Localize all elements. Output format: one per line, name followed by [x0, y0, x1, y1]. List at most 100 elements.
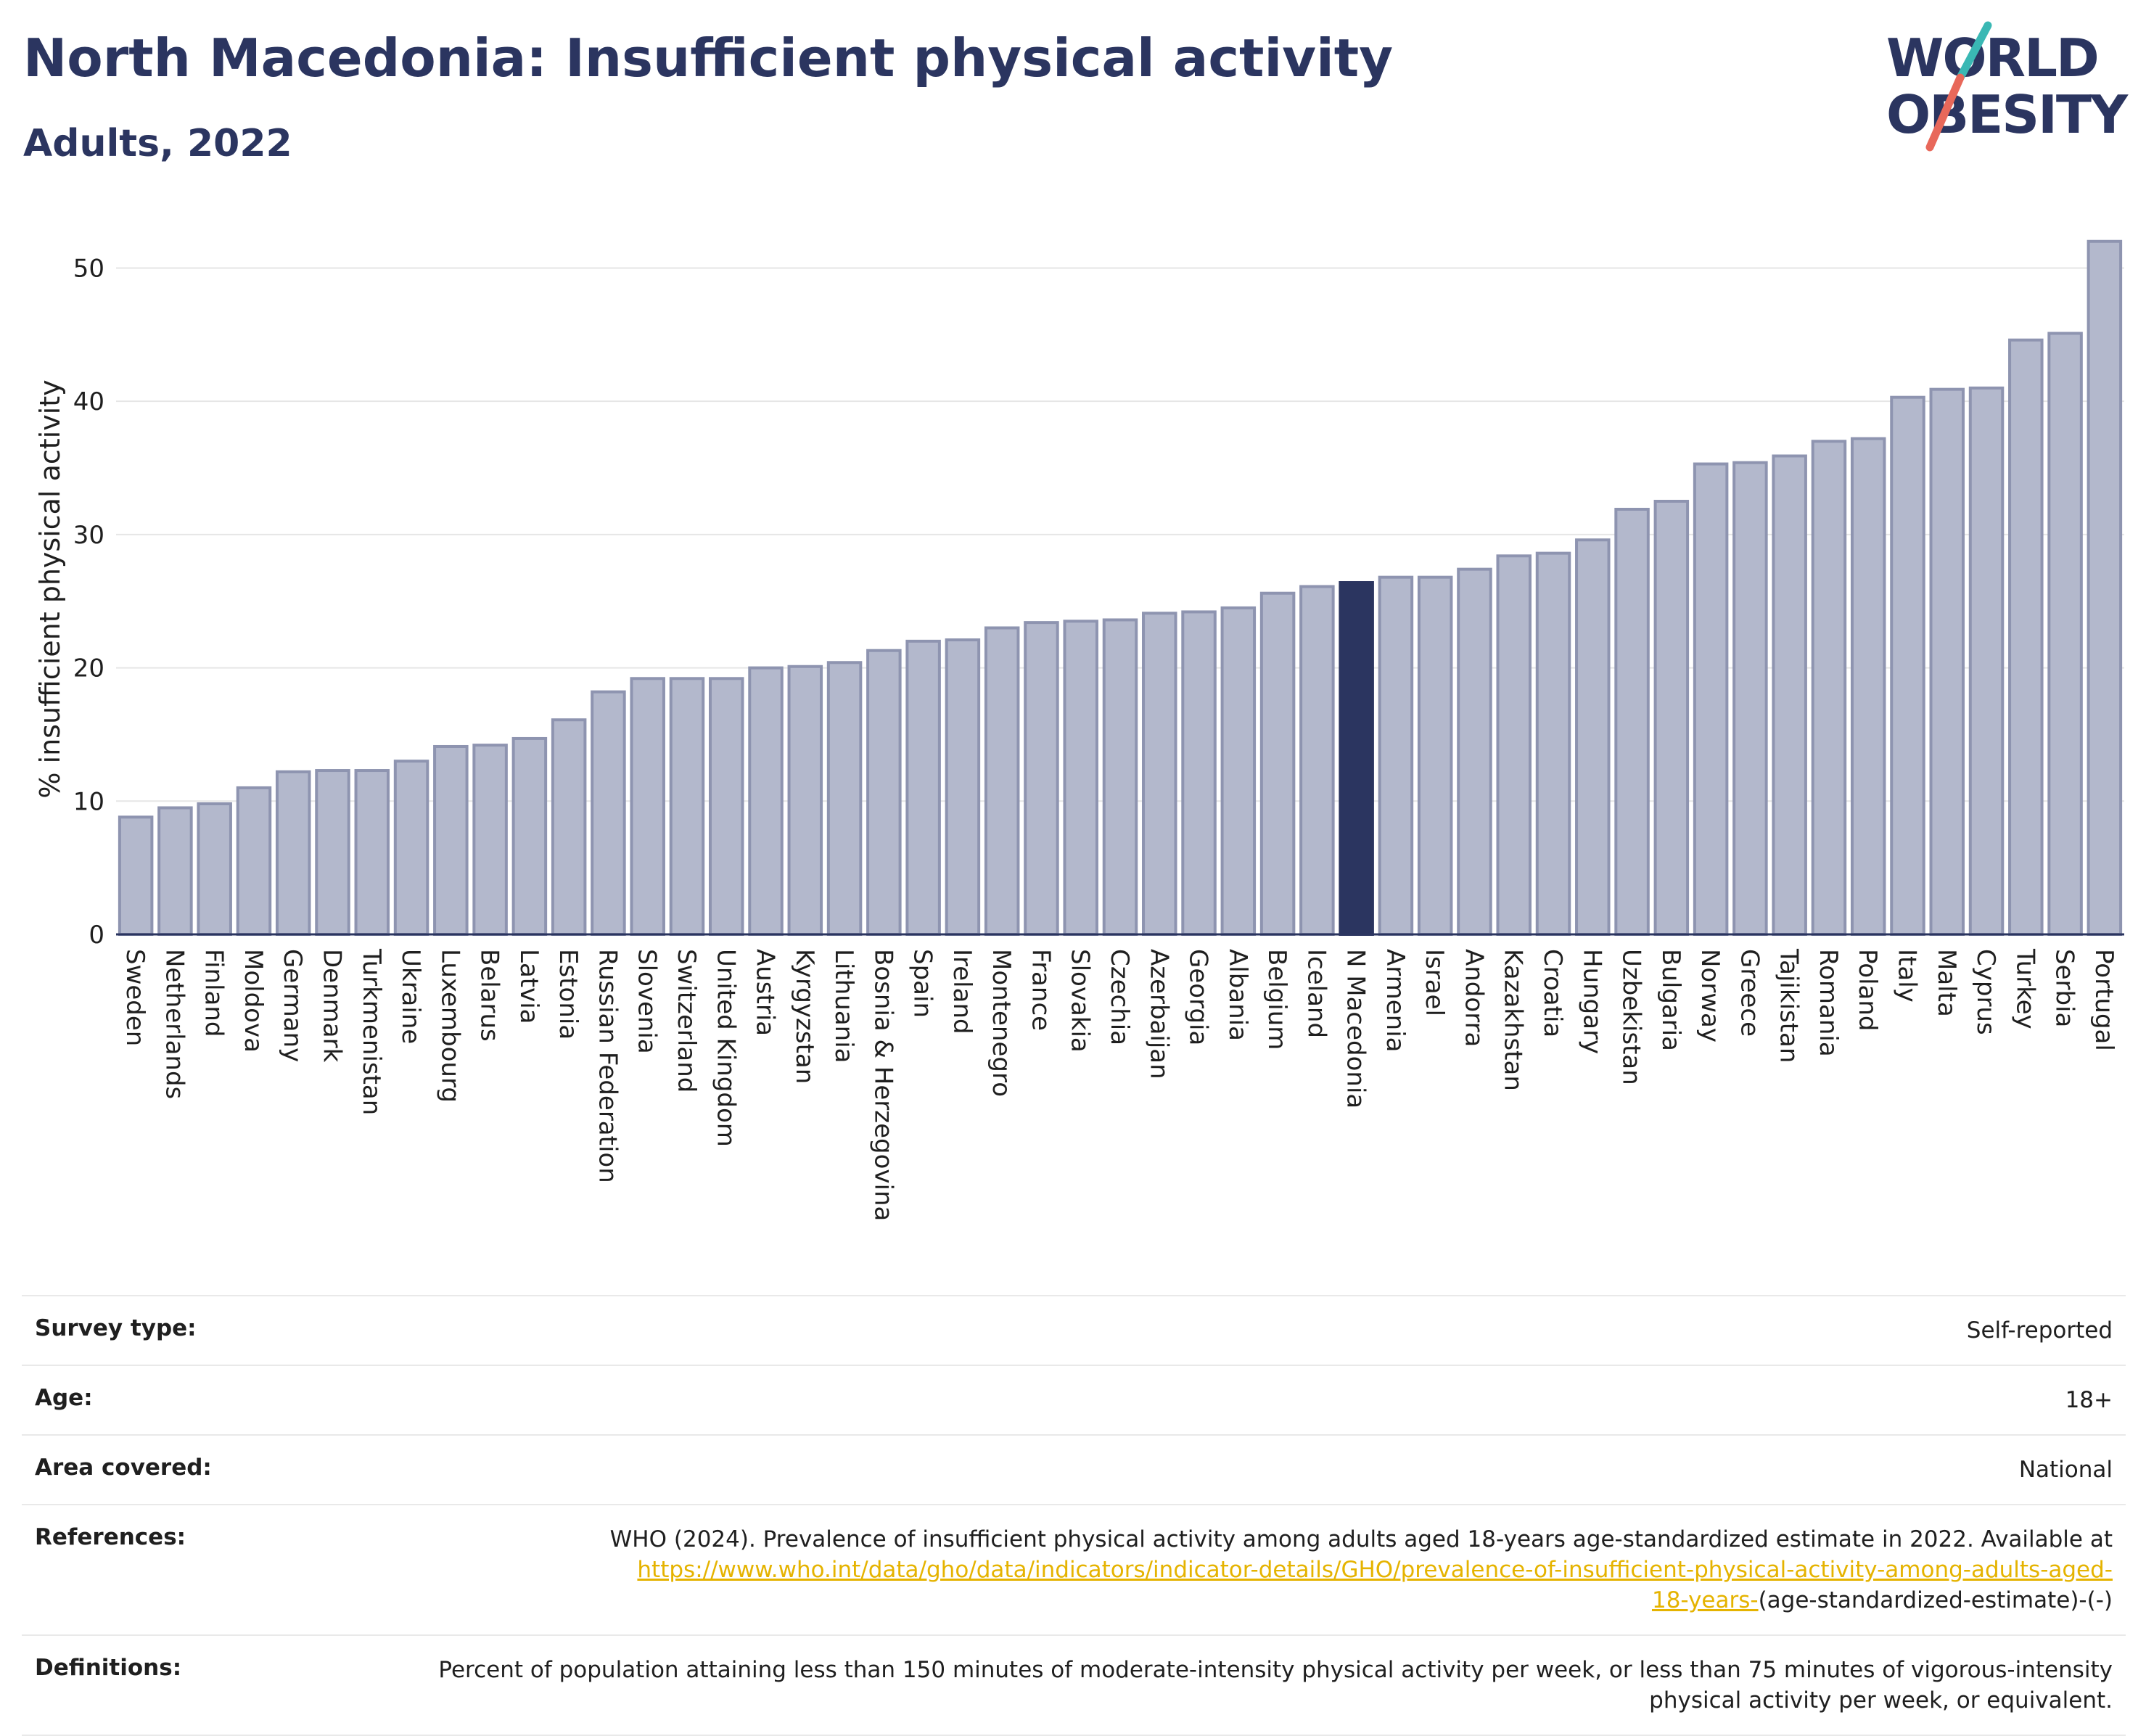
x-tick-label: Malta — [1932, 949, 1961, 1017]
x-tick-label: Ukraine — [396, 949, 425, 1044]
x-tick-label: Greece — [1735, 949, 1764, 1037]
y-axis: 0 10 20 30 40 50 — [73, 254, 104, 950]
bar — [1024, 621, 1059, 937]
world-obesity-logo: WORLD OBESITY — [1886, 21, 2130, 152]
bar — [669, 677, 705, 936]
bar — [1181, 610, 1217, 936]
x-tick-label: Slovenia — [633, 949, 662, 1054]
bar — [1575, 538, 1611, 936]
x-tick-label: Uzbekistan — [1617, 949, 1646, 1085]
bar — [1653, 499, 1690, 936]
bar — [905, 639, 941, 937]
x-tick-label: Georgia — [1184, 949, 1213, 1045]
y-tick-label: 40 — [73, 387, 104, 416]
y-tick-label: 30 — [73, 521, 104, 550]
x-tick-label: Romania — [1814, 949, 1843, 1057]
x-tick-label: Portugal — [2089, 949, 2118, 1051]
references-link-line-1[interactable]: https://www.who.int/data/gho/data/indica… — [637, 1557, 2113, 1583]
bar — [1811, 440, 1847, 936]
bar — [1063, 620, 1098, 937]
bar — [1614, 507, 1650, 937]
age-label: Age: — [35, 1385, 93, 1411]
chart-title: North Macedonia: Insufficient physical a… — [23, 28, 1394, 89]
bar — [1378, 575, 1414, 936]
references-row: References: WHO (2024). Prevalence of in… — [22, 1505, 2126, 1635]
x-tick-label: Poland — [1853, 949, 1882, 1032]
x-tick-label: Italy — [1892, 949, 1921, 1003]
bar — [787, 665, 823, 936]
x-tick-label: Belarus — [475, 949, 504, 1042]
references-label: References: — [35, 1524, 186, 1550]
bar — [945, 638, 981, 937]
y-tick-label: 0 — [89, 921, 104, 950]
y-tick-label: 50 — [73, 254, 104, 283]
chart-subtitle: Adults, 2022 — [23, 122, 292, 165]
bar — [1732, 461, 1768, 936]
logo-slash-bottom — [1925, 73, 1965, 152]
bar — [1220, 606, 1257, 936]
x-tick-label: Croatia — [1538, 949, 1567, 1037]
bar — [1929, 387, 1965, 936]
bar — [984, 626, 1020, 937]
x-tick-label: Spain — [908, 949, 937, 1018]
survey-type-value: Self-reported — [1966, 1317, 2113, 1344]
bar — [1968, 386, 2005, 936]
bar — [511, 736, 548, 936]
x-tick-label: Bulgaria — [1656, 949, 1685, 1051]
x-tick-label: Andorra — [1459, 949, 1488, 1047]
references-link-line-2[interactable]: 18-years- — [1651, 1587, 1759, 1613]
bar — [433, 744, 469, 936]
x-tick-label: Luxembourg — [435, 949, 464, 1103]
bar — [1299, 585, 1335, 936]
bar — [472, 744, 508, 936]
bar — [709, 677, 744, 936]
x-tick-label: France — [1026, 949, 1055, 1031]
x-tick-label: Switzerland — [672, 949, 701, 1093]
x-tick-label: Hungary — [1577, 949, 1606, 1054]
x-tick-label: Netherlands — [160, 949, 189, 1099]
bar — [1417, 575, 1453, 936]
x-tick-label: Albania — [1223, 949, 1252, 1041]
x-tick-label: Azerbaijan — [1144, 949, 1173, 1079]
bar-highlight — [1339, 581, 1374, 936]
bar — [1496, 554, 1532, 936]
logo-line-2: OBESITY — [1886, 84, 2129, 145]
bar — [1457, 567, 1492, 936]
x-tick-label: Ireland — [947, 949, 977, 1034]
bar — [1535, 551, 1571, 936]
area-row: Area covered: National — [22, 1435, 2126, 1505]
x-tick-label: Estonia — [554, 949, 583, 1040]
bar — [551, 718, 587, 937]
references-text: WHO (2024). Prevalence of insufficient p… — [609, 1526, 2113, 1552]
x-tick-label: Montenegro — [987, 949, 1016, 1097]
x-tick-label: Tajikistan — [1775, 948, 1804, 1063]
x-tick-label: Czechia — [1105, 949, 1134, 1045]
bar — [393, 760, 429, 936]
bar — [197, 802, 232, 937]
x-tick-label: Serbia — [2050, 949, 2079, 1027]
bar — [1850, 437, 1886, 937]
bar — [2087, 239, 2123, 937]
bar — [354, 769, 390, 936]
bar — [275, 770, 311, 936]
bar — [748, 666, 784, 936]
y-tick-label: 20 — [73, 654, 104, 683]
x-tick-label: Slovakia — [1066, 949, 1095, 1053]
bar — [1259, 591, 1296, 936]
bar — [236, 786, 272, 936]
x-tick-label: Turkmenistan — [357, 948, 386, 1115]
y-tick-label: 10 — [73, 787, 104, 816]
logo-slash-top — [1956, 21, 1992, 82]
survey-type-label: Survey type: — [35, 1315, 197, 1341]
x-tick-label: Austria — [751, 949, 780, 1036]
bar — [826, 661, 863, 936]
x-tick-label: Latvia — [514, 949, 543, 1024]
age-row: Age: 18+ — [22, 1365, 2126, 1435]
x-tick-label: Belgium — [1262, 949, 1291, 1050]
definitions-value: Percent of population attaining less tha… — [438, 1657, 2113, 1714]
references-value: WHO (2024). Prevalence of insufficient p… — [353, 1505, 2126, 1635]
definitions-label: Definitions: — [35, 1655, 182, 1681]
x-tick-label: Sweden — [120, 949, 149, 1046]
area-value: National — [2018, 1457, 2113, 1483]
bar — [591, 690, 626, 936]
